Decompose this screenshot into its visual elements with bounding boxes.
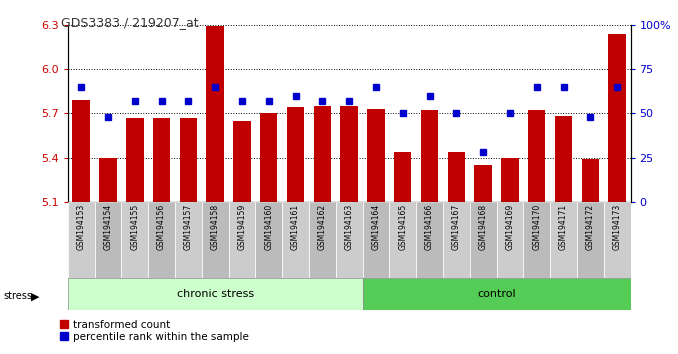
Bar	[443, 202, 470, 278]
Text: GSM194172: GSM194172	[586, 204, 595, 250]
Bar	[528, 110, 546, 202]
Text: GSM194157: GSM194157	[184, 204, 193, 250]
Text: GSM194158: GSM194158	[211, 204, 220, 250]
Text: GSM194166: GSM194166	[425, 204, 434, 250]
Text: GSM194168: GSM194168	[479, 204, 487, 250]
Text: GSM194161: GSM194161	[291, 204, 300, 250]
Text: GSM194160: GSM194160	[264, 204, 273, 250]
Bar	[475, 165, 492, 202]
Bar	[336, 202, 363, 278]
Legend: transformed count, percentile rank within the sample: transformed count, percentile rank withi…	[60, 320, 249, 342]
Bar	[416, 202, 443, 278]
Bar	[363, 202, 389, 278]
Text: GSM194156: GSM194156	[157, 204, 166, 250]
Bar	[202, 202, 228, 278]
Bar	[126, 118, 144, 202]
Bar	[555, 116, 572, 202]
Bar	[309, 202, 336, 278]
Text: GDS3383 / 219207_at: GDS3383 / 219207_at	[61, 16, 199, 29]
Bar	[73, 100, 90, 202]
Bar	[260, 113, 277, 202]
Bar	[99, 158, 117, 202]
Bar	[228, 202, 256, 278]
Text: ▶: ▶	[31, 291, 39, 301]
Bar	[153, 118, 170, 202]
Text: GSM194154: GSM194154	[104, 204, 113, 250]
Bar	[447, 152, 465, 202]
Bar	[233, 121, 251, 202]
Bar	[470, 202, 496, 278]
Bar	[314, 106, 331, 202]
Bar	[394, 152, 412, 202]
Text: control: control	[477, 289, 516, 299]
Bar	[340, 106, 358, 202]
Bar	[550, 202, 577, 278]
Bar	[603, 202, 631, 278]
Bar	[68, 278, 363, 310]
Text: GSM194171: GSM194171	[559, 204, 568, 250]
Text: GSM194165: GSM194165	[398, 204, 407, 250]
Text: GSM194167: GSM194167	[452, 204, 461, 250]
Text: stress: stress	[3, 291, 33, 301]
Bar	[282, 202, 309, 278]
Text: GSM194169: GSM194169	[506, 204, 515, 250]
Text: GSM194155: GSM194155	[130, 204, 139, 250]
Bar	[148, 202, 175, 278]
Text: GSM194164: GSM194164	[372, 204, 380, 250]
Text: GSM194162: GSM194162	[318, 204, 327, 250]
Text: GSM194159: GSM194159	[237, 204, 247, 250]
Bar	[501, 158, 519, 202]
Text: GSM194170: GSM194170	[532, 204, 541, 250]
Bar	[287, 107, 304, 202]
Bar	[256, 202, 282, 278]
Bar	[577, 202, 603, 278]
Bar	[363, 278, 631, 310]
Bar	[68, 202, 95, 278]
Bar	[389, 202, 416, 278]
Text: GSM194153: GSM194153	[77, 204, 85, 250]
Text: GSM194173: GSM194173	[613, 204, 622, 250]
Bar	[207, 26, 224, 202]
Bar	[95, 202, 121, 278]
Bar	[367, 109, 384, 202]
Text: chronic stress: chronic stress	[177, 289, 254, 299]
Text: GSM194163: GSM194163	[344, 204, 354, 250]
Bar	[608, 34, 626, 202]
Bar	[496, 202, 523, 278]
Bar	[180, 118, 197, 202]
Bar	[121, 202, 148, 278]
Bar	[175, 202, 202, 278]
Bar	[582, 159, 599, 202]
Bar	[523, 202, 550, 278]
Bar	[421, 110, 438, 202]
